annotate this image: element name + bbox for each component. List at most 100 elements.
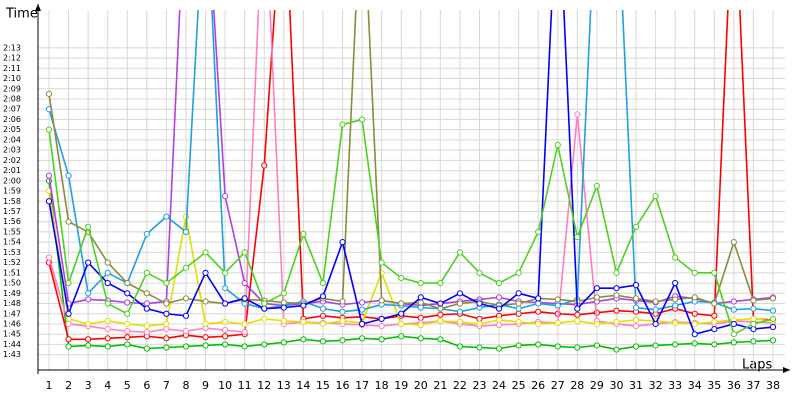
series-line [48, 10, 774, 334]
data-point [222, 269, 229, 276]
data-point [280, 304, 287, 311]
data-point [124, 341, 131, 348]
x-tick-label: 36 [727, 379, 741, 392]
data-point [398, 274, 405, 282]
x-tick-label: 33 [668, 379, 682, 392]
data-point [378, 336, 385, 343]
data-point [319, 338, 327, 345]
x-tick-label: 7 [163, 379, 170, 392]
data-point [241, 249, 248, 256]
data-point [593, 294, 600, 301]
y-tick-label: 2:02 [3, 156, 21, 165]
y-tick-label: 1:44 [3, 340, 21, 349]
data-point [574, 311, 581, 318]
data-point [280, 290, 287, 297]
data-point [417, 299, 424, 306]
data-point [652, 342, 659, 349]
data-point [124, 279, 131, 287]
data-point [750, 315, 757, 322]
data-point [339, 337, 346, 344]
data-point [124, 328, 131, 335]
data-point [652, 320, 659, 328]
data-point [417, 321, 424, 329]
data-point [65, 310, 72, 317]
x-axis-label: Laps [742, 358, 772, 373]
series-line [48, 190, 774, 327]
y-tick-label: 1:47 [3, 309, 21, 318]
data-point [202, 342, 209, 349]
data-point [711, 269, 718, 276]
data-point [476, 269, 483, 276]
data-point [769, 337, 777, 344]
data-point [202, 298, 209, 305]
data-point [241, 320, 248, 328]
x-tick-label: 37 [746, 379, 760, 392]
data-point [65, 172, 72, 179]
y-tick-label: 1:54 [3, 238, 21, 247]
y-tick-label: 2:05 [3, 125, 21, 134]
x-tick-label: 31 [629, 379, 643, 392]
data-point [124, 310, 131, 317]
data-point [124, 334, 131, 341]
data-point [456, 343, 464, 350]
data-point [515, 290, 522, 297]
y-axis-label: Time [5, 7, 38, 22]
data-point [104, 279, 111, 287]
y-axis-arrow [35, 4, 41, 11]
data-point [535, 341, 542, 348]
data-point [417, 314, 424, 321]
data-point [398, 310, 405, 317]
data-point [632, 343, 640, 350]
y-tick-label: 2:12 [3, 54, 21, 63]
x-tick-label: 4 [104, 379, 111, 392]
y-tick-label: 1:48 [3, 299, 21, 308]
series-line [48, 118, 774, 336]
data-point [574, 111, 581, 118]
data-point [319, 320, 327, 328]
data-point [163, 335, 170, 342]
data-point [613, 269, 620, 276]
data-point [65, 320, 72, 328]
y-tick-label: 1:57 [3, 207, 21, 216]
data-point [143, 305, 150, 312]
data-point [261, 300, 268, 307]
data-point [261, 315, 268, 322]
data-point [143, 329, 150, 336]
data-point [593, 182, 600, 190]
data-point [202, 249, 209, 256]
x-tick-label: 26 [531, 379, 545, 392]
data-point [672, 279, 679, 287]
x-tick-label: 27 [551, 379, 565, 392]
y-tick-label: 1:55 [3, 227, 21, 236]
x-tick-label: 14 [296, 379, 310, 392]
data-point [85, 320, 92, 328]
x-tick-label: 23 [472, 379, 486, 392]
y-tick-label: 2:03 [3, 146, 21, 155]
data-point [515, 318, 522, 326]
data-point [163, 320, 170, 328]
data-point [554, 319, 561, 327]
data-point [45, 126, 53, 133]
series-line [48, 10, 774, 307]
data-point [437, 279, 444, 287]
y-tick-label: 2:11 [3, 64, 21, 73]
data-point [711, 300, 718, 307]
data-point [104, 343, 111, 350]
data-point [222, 318, 229, 326]
data-point [163, 344, 170, 351]
data-point [339, 308, 346, 315]
data-point [398, 300, 405, 307]
y-tick-label: 2:08 [3, 94, 21, 103]
y-tick-label: 2:06 [3, 115, 21, 124]
series-line [48, 10, 774, 313]
data-point [65, 343, 72, 350]
data-point [574, 317, 581, 325]
data-point [143, 345, 150, 352]
data-point [672, 302, 679, 309]
data-point [339, 298, 346, 305]
data-point [515, 269, 522, 276]
x-tick-label: 22 [453, 379, 467, 392]
data-point [222, 327, 229, 334]
data-point [456, 318, 464, 326]
data-point [104, 259, 111, 266]
